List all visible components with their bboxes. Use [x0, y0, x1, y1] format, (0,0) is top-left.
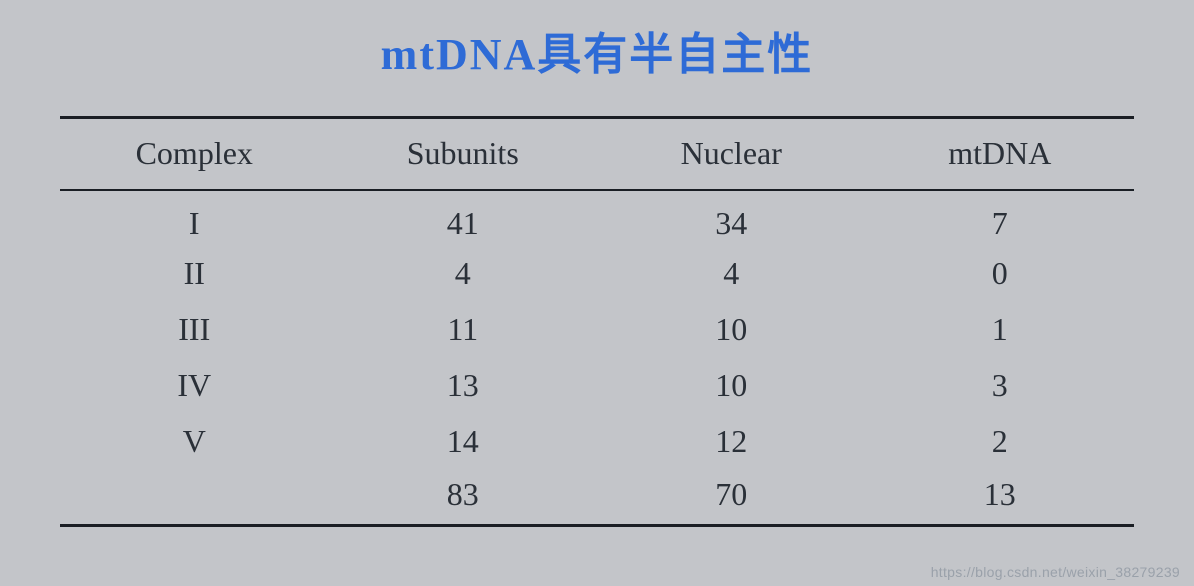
table-row: V 14 12 2	[60, 414, 1134, 470]
watermark-text: https://blog.csdn.net/weixin_38279239	[931, 564, 1180, 580]
table-row: III 11 10 1	[60, 302, 1134, 358]
cell-subunits: 4	[329, 246, 598, 302]
cell-subunits: 41	[329, 190, 598, 246]
slide: mtDNA具有半自主性 Complex Subunits Nuclear mtD…	[0, 0, 1194, 586]
table-row: II 4 4 0	[60, 246, 1134, 302]
cell-nuclear: 10	[597, 302, 866, 358]
col-nuclear: Nuclear	[597, 118, 866, 190]
cell-complex	[60, 470, 329, 526]
cell-nuclear: 10	[597, 358, 866, 414]
cell-complex: IV	[60, 358, 329, 414]
cell-mtdna: 7	[866, 190, 1135, 246]
cell-mtdna: 13	[866, 470, 1135, 526]
cell-subunits: 13	[329, 358, 598, 414]
table-header-row: Complex Subunits Nuclear mtDNA	[60, 118, 1134, 190]
col-subunits: Subunits	[329, 118, 598, 190]
col-complex: Complex	[60, 118, 329, 190]
cell-mtdna: 2	[866, 414, 1135, 470]
cell-nuclear: 34	[597, 190, 866, 246]
slide-title: mtDNA具有半自主性	[60, 18, 1134, 82]
data-table: Complex Subunits Nuclear mtDNA I 41 34 7…	[60, 116, 1134, 527]
cell-nuclear: 12	[597, 414, 866, 470]
cell-subunits: 14	[329, 414, 598, 470]
cell-complex: V	[60, 414, 329, 470]
table-totals-row: 83 70 13	[60, 470, 1134, 526]
cell-mtdna: 1	[866, 302, 1135, 358]
cell-complex: I	[60, 190, 329, 246]
cell-mtdna: 3	[866, 358, 1135, 414]
cell-complex: III	[60, 302, 329, 358]
cell-complex: II	[60, 246, 329, 302]
cell-subunits: 11	[329, 302, 598, 358]
cell-nuclear: 70	[597, 470, 866, 526]
cell-subunits: 83	[329, 470, 598, 526]
cell-mtdna: 0	[866, 246, 1135, 302]
col-mtdna: mtDNA	[866, 118, 1135, 190]
table-row: IV 13 10 3	[60, 358, 1134, 414]
cell-nuclear: 4	[597, 246, 866, 302]
table-row: I 41 34 7	[60, 190, 1134, 246]
